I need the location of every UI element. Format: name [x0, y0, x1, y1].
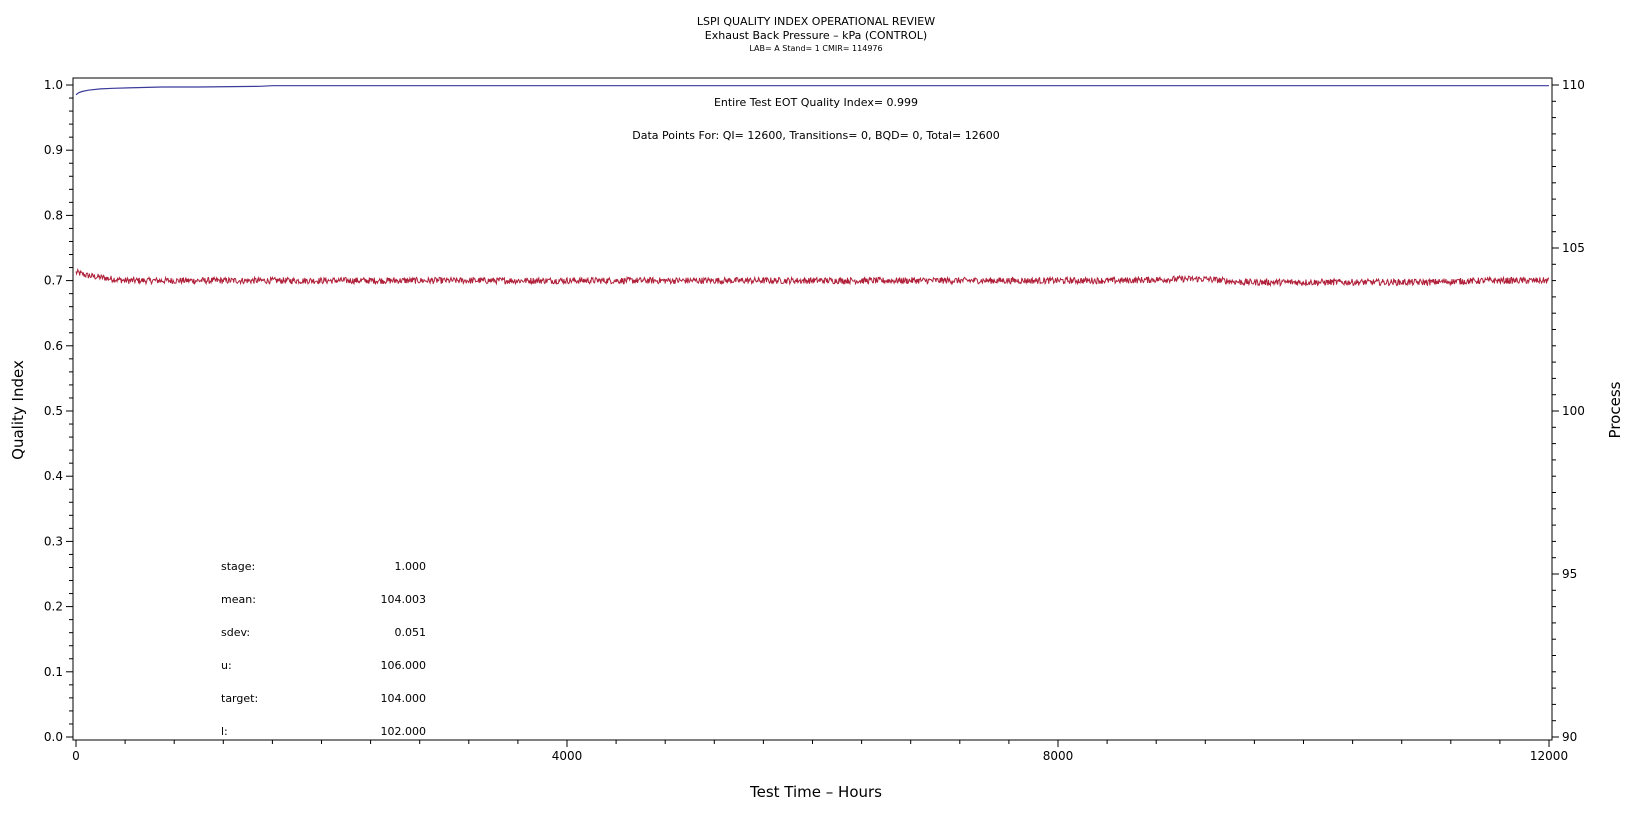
y-right-tick-label: 105 [1562, 241, 1585, 255]
annotation-data-points: Data Points For: QI= 12600, Transitions=… [632, 129, 1000, 142]
x-tick-label: 12000 [1530, 749, 1568, 763]
x-axis-label: Test Time – Hours [749, 783, 882, 801]
series-line-process [75, 267, 1550, 288]
chart-title: LSPI QUALITY INDEX OPERATIONAL REVIEW [697, 15, 935, 28]
x-tick-label: 4000 [552, 749, 583, 763]
axes-group: 0 4000 8000 12000 0.0 0.1 0.2 0.3 0.4 0.5 0.6 0.7 0.… [44, 78, 1585, 763]
y-axis-label-left: Quality Index [9, 360, 27, 460]
plot-frame [72, 77, 1553, 741]
stat-value: 104.003 [381, 593, 427, 606]
stat-value: 106.000 [381, 659, 427, 672]
y-right-tick-label: 100 [1562, 404, 1585, 418]
stat-value: 1.000 [395, 560, 427, 573]
stat-value: 104.000 [381, 692, 427, 705]
y-right-tick-label: 95 [1562, 567, 1577, 581]
stat-label: stage: [221, 560, 255, 573]
x-tick-label: 8000 [1043, 749, 1074, 763]
y-left-tick-label: 0.7 [44, 274, 63, 288]
y-left-tick-label: 0.8 [44, 208, 63, 222]
stat-value: 102.000 [381, 725, 427, 738]
y-left-tick-label: 0.5 [44, 404, 63, 418]
y-right-tick-label: 90 [1562, 730, 1577, 744]
x-tick-label: 0 [72, 749, 80, 763]
y-left-tick-label: 0.6 [44, 339, 63, 353]
series-line-quality-index [75, 85, 1549, 96]
y-left-tick-label: 0.1 [44, 665, 63, 679]
y-left-tick-label: 0.9 [44, 143, 63, 157]
y-left-tick-label: 0.4 [44, 469, 63, 483]
chart-subtitle: Exhaust Back Pressure – kPa (CONTROL) [705, 29, 927, 42]
y-axis-label-right: Process [1606, 381, 1624, 438]
stats-table: stage: 1.000 mean: 104.003 sdev: 0.051 u: 106.0… [221, 560, 426, 738]
y-left-tick-label: 0.2 [44, 600, 63, 614]
y-left-tick-label: 0.3 [44, 534, 63, 548]
stat-label: u: [221, 659, 232, 672]
y-left-tick-label: 0.0 [44, 730, 63, 744]
chart-subsubtitle: LAB= A Stand= 1 CMIR= 114976 [749, 44, 882, 53]
stat-label: l: [221, 725, 228, 738]
y-left-tick-label: 1.0 [44, 78, 63, 92]
stat-label: mean: [221, 593, 256, 606]
series-group [75, 85, 1550, 288]
annotation-eot-qi: Entire Test EOT Quality Index= 0.999 [714, 96, 918, 109]
stat-label: target: [221, 692, 258, 705]
stat-value: 0.051 [395, 626, 427, 639]
y-right-tick-label: 110 [1562, 78, 1585, 92]
stat-label: sdev: [221, 626, 250, 639]
